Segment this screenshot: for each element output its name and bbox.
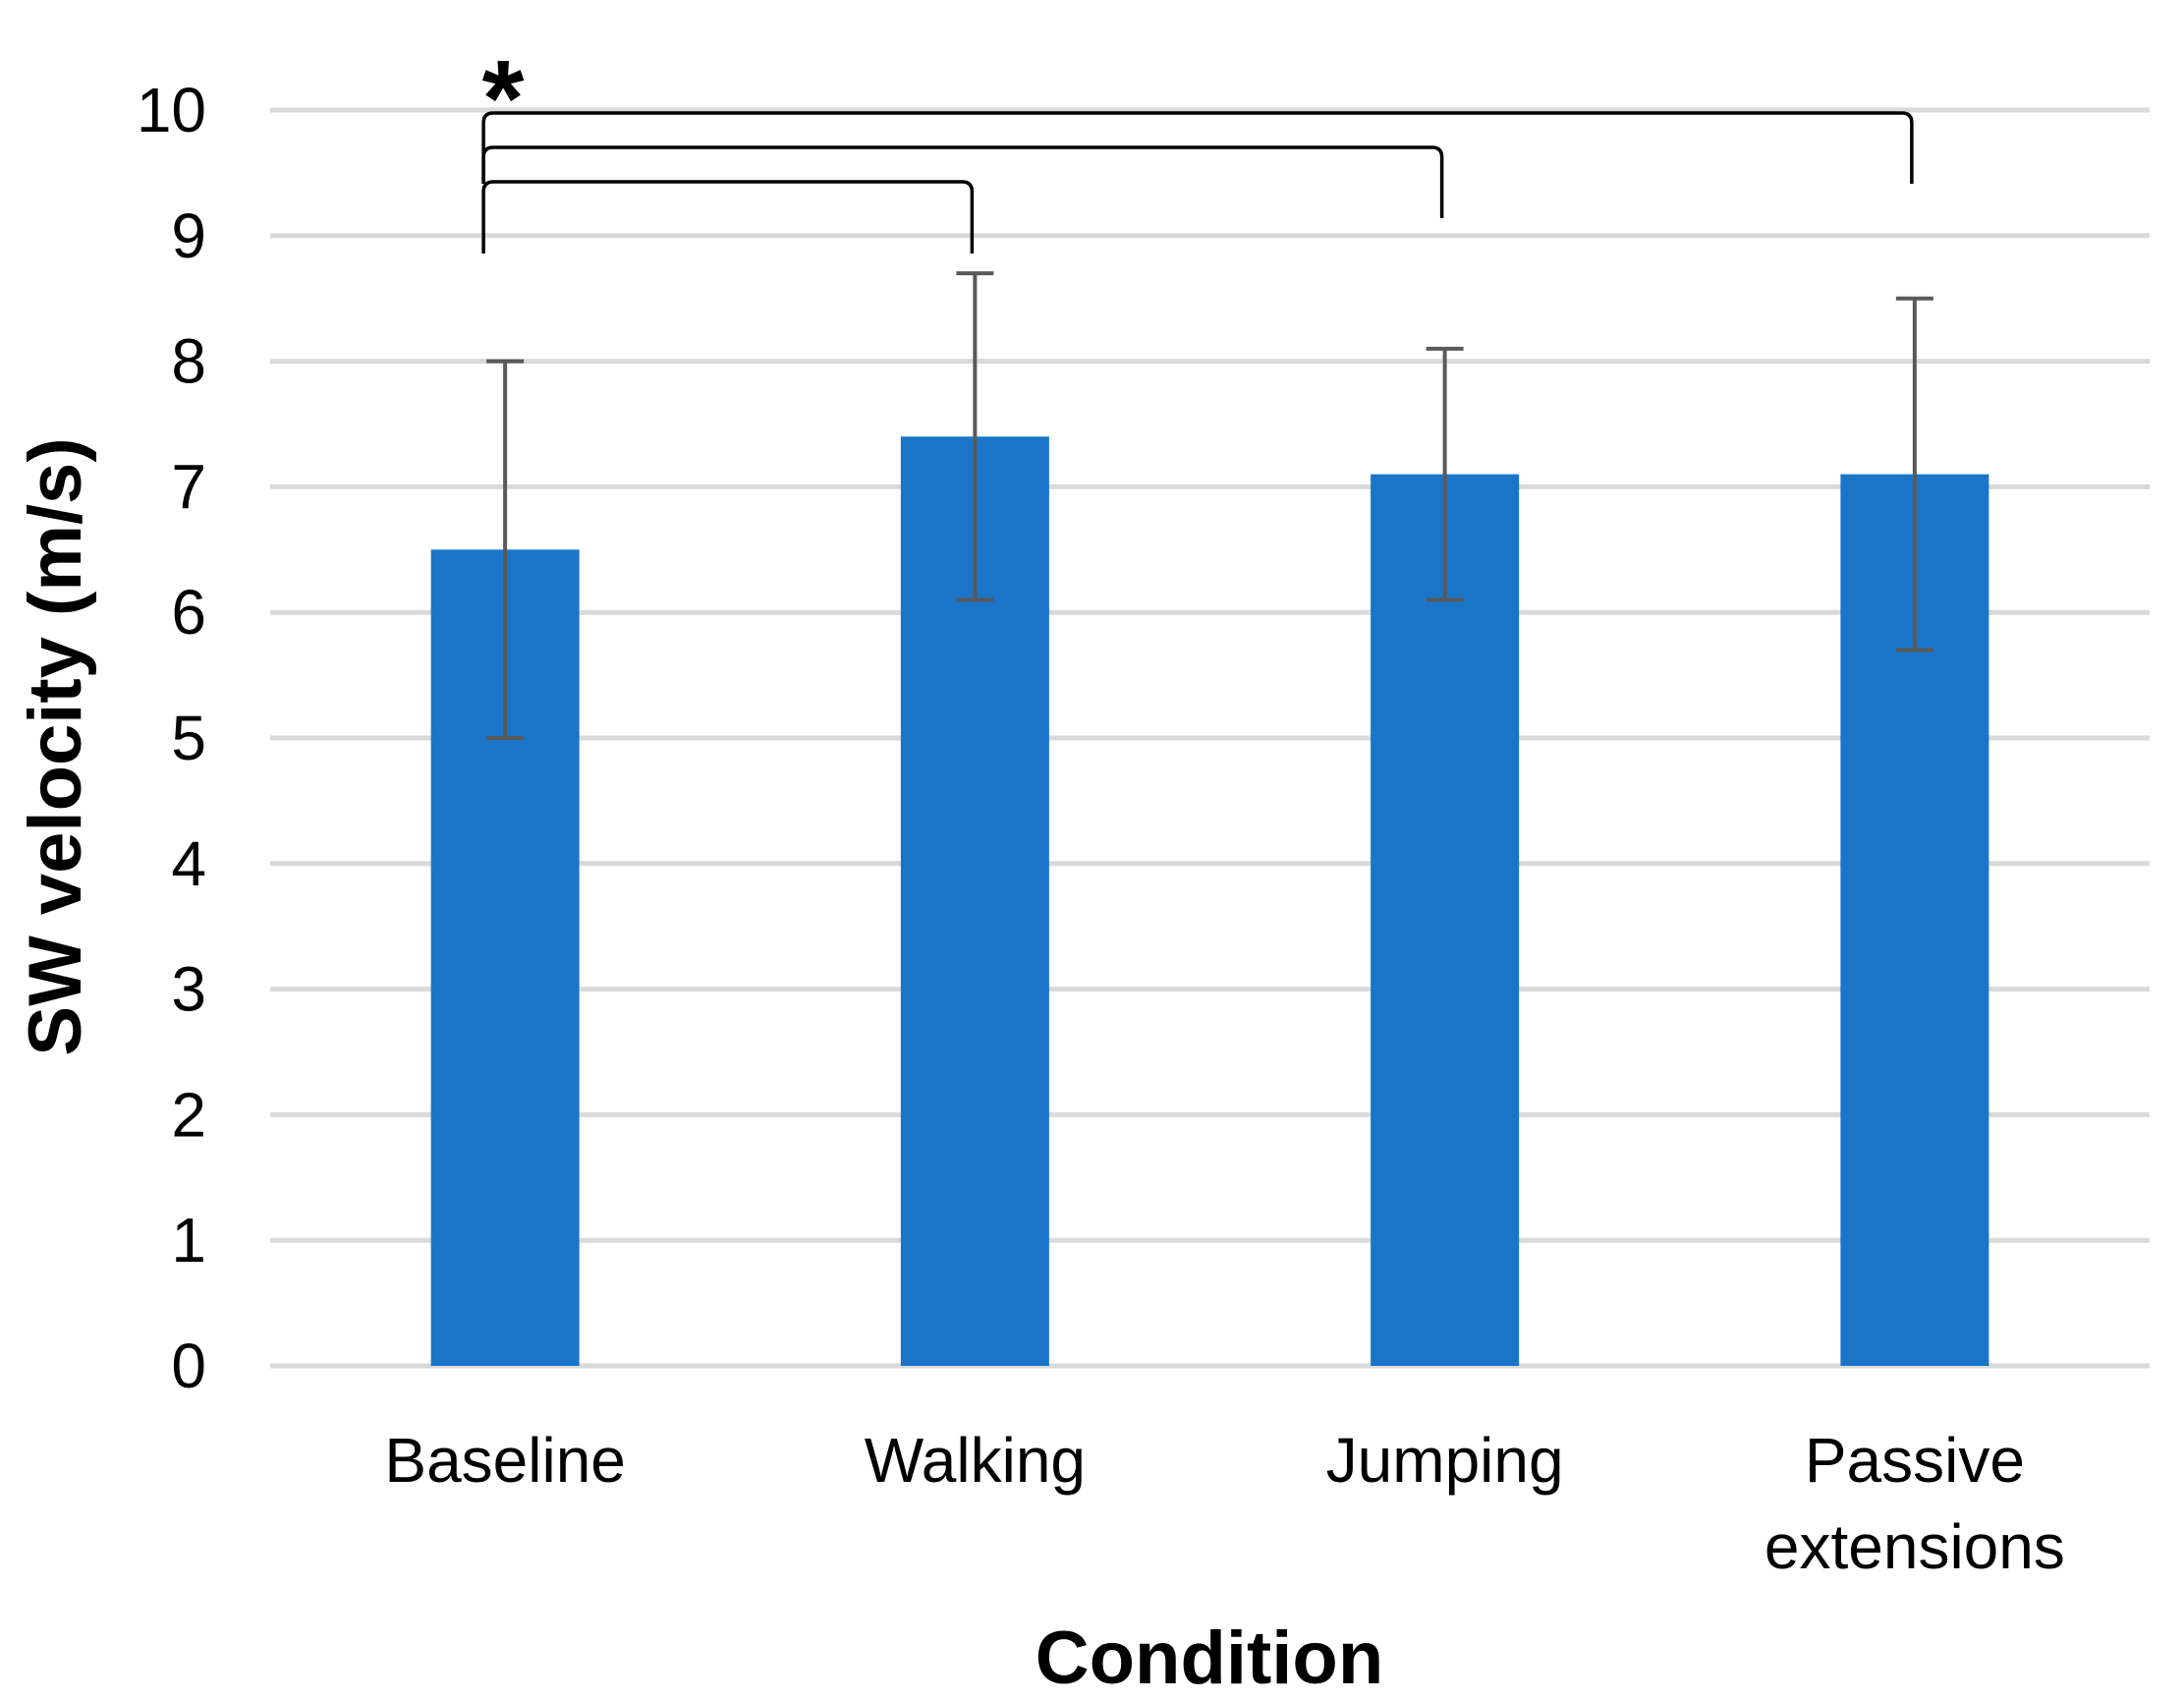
- y-tick-label: 6: [171, 577, 206, 648]
- error-bars: [486, 271, 1933, 740]
- x-tick-label-line: Baseline: [384, 1425, 626, 1496]
- bar: [1371, 474, 1520, 1366]
- x-tick-label-line: Walking: [865, 1425, 1086, 1496]
- significance-label: *: [482, 38, 525, 159]
- bars: [430, 436, 1989, 1366]
- y-tick-label: 4: [171, 828, 206, 899]
- error-bar: [486, 359, 525, 740]
- significance-bracket: [481, 180, 975, 254]
- x-axis-title: Condition: [1036, 1616, 1384, 1700]
- y-tick-label: 8: [171, 326, 206, 397]
- y-tick-label: 10: [137, 75, 206, 145]
- error-bar: [1426, 346, 1464, 602]
- y-tick-label: 1: [171, 1205, 206, 1275]
- x-tick-label: Jumping: [1326, 1425, 1564, 1496]
- gridlines: [270, 107, 2150, 1369]
- y-tick-label: 3: [171, 954, 206, 1025]
- y-tick-label: 5: [171, 703, 206, 773]
- x-tick-label-line: Jumping: [1326, 1425, 1564, 1496]
- y-tick-label: 9: [171, 200, 206, 271]
- y-axis-title: SW velocity (m/s): [14, 437, 97, 1055]
- y-axis-ticks: 0 1 2 3 4 5 6 7 8 9 10: [137, 75, 206, 1401]
- significance-bracket: [481, 111, 1914, 184]
- x-tick-label-line: extensions: [1764, 1511, 2065, 1582]
- x-tick-label: Walking: [865, 1425, 1086, 1496]
- x-tick-label: Baseline: [384, 1425, 626, 1496]
- significance-brackets: [481, 111, 1914, 254]
- error-bar: [956, 271, 994, 602]
- x-tick-label: Passive extensions: [1764, 1425, 2065, 1582]
- y-tick-label: 2: [171, 1079, 206, 1150]
- y-tick-label: 0: [171, 1331, 206, 1401]
- x-axis-ticks: Baseline Walking Jumping Passive extensions: [384, 1425, 2064, 1582]
- x-tick-label-line: Passive: [1805, 1425, 2025, 1496]
- error-bar: [1895, 296, 1933, 652]
- y-tick-label: 7: [171, 451, 206, 522]
